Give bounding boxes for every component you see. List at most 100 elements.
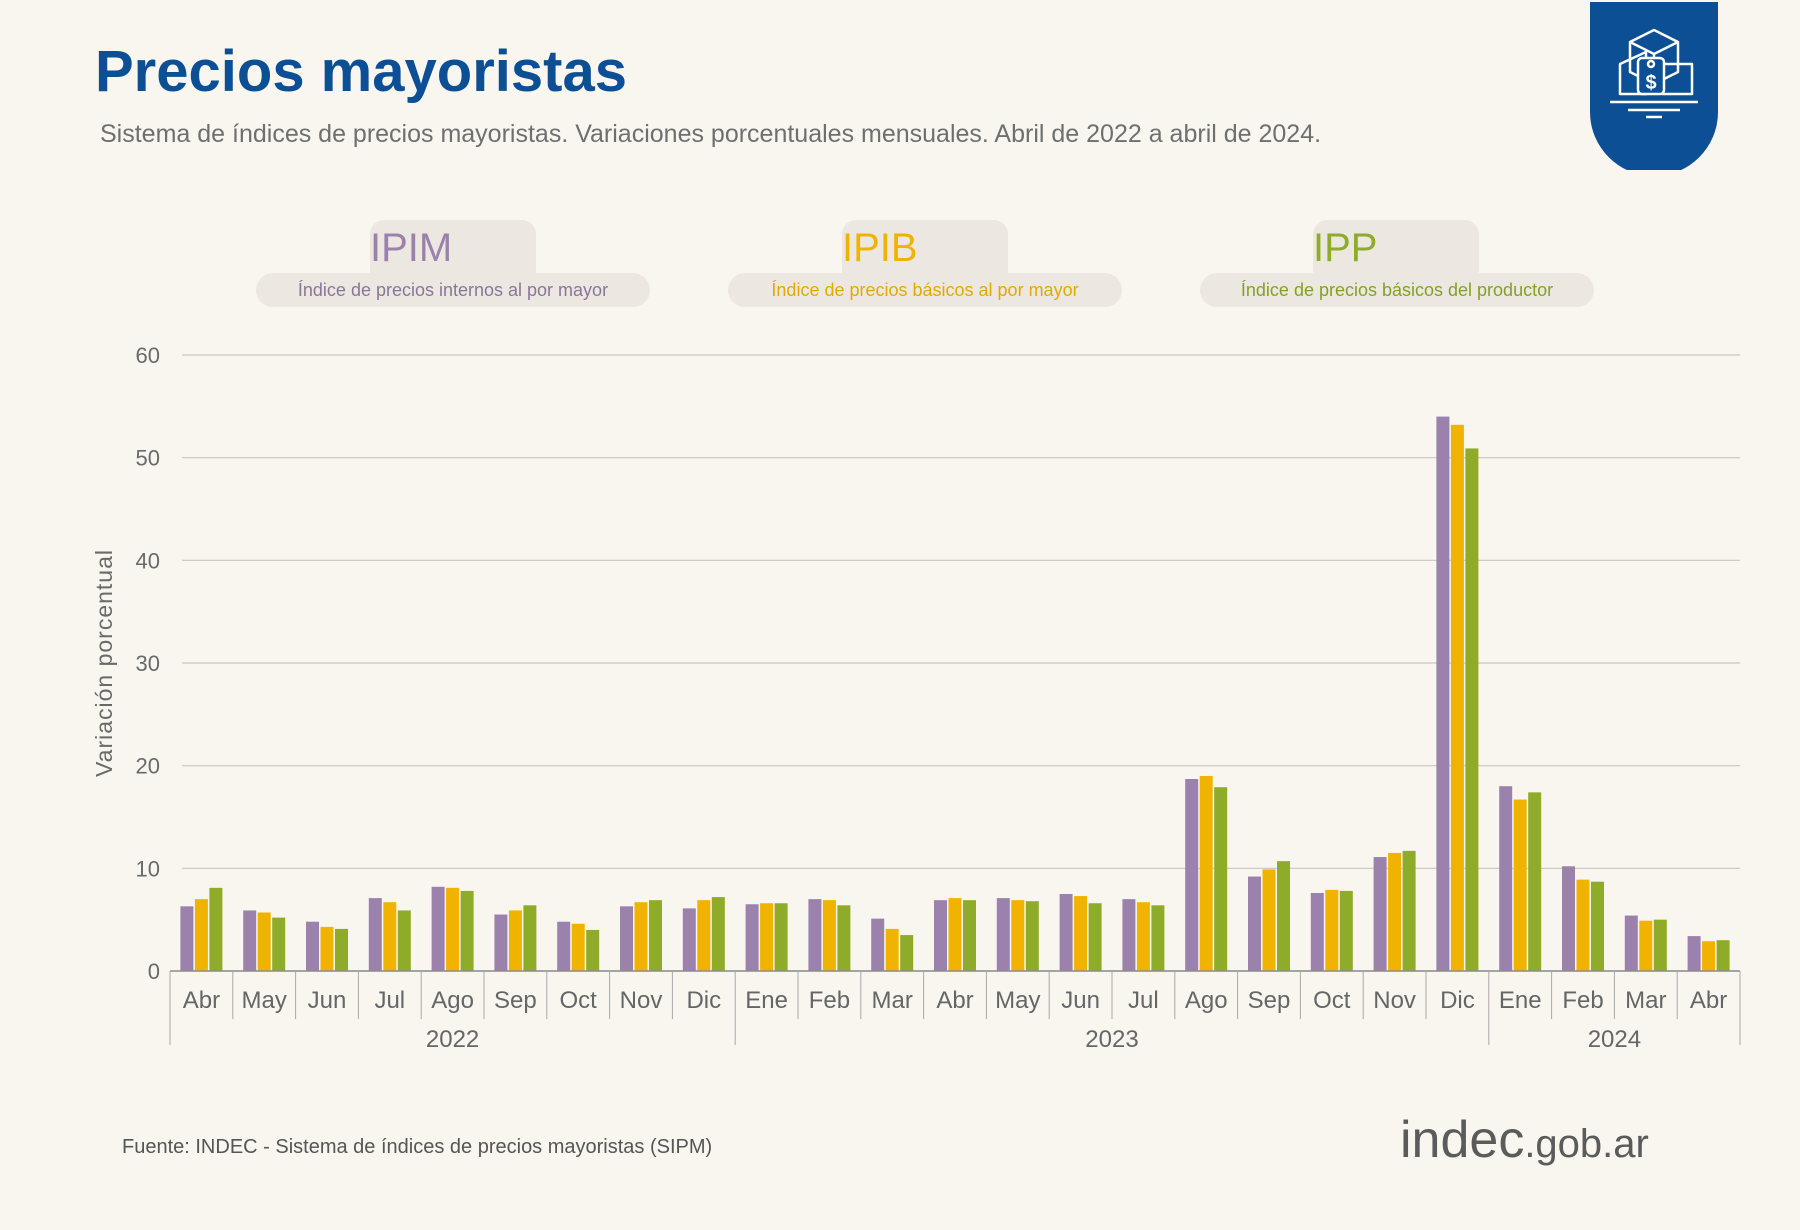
bar-ipim bbox=[306, 921, 319, 971]
x-tick-label: Jun bbox=[1061, 987, 1100, 1014]
bar-ipp bbox=[523, 905, 537, 971]
bar-ipim bbox=[1122, 899, 1136, 971]
bar-ipp bbox=[1025, 901, 1039, 971]
bar-ipib bbox=[1262, 869, 1276, 971]
x-tick-label: Ene bbox=[745, 987, 788, 1014]
y-tick-label: 10 bbox=[136, 856, 160, 881]
bar-ipim bbox=[1624, 915, 1638, 971]
bar-ipib bbox=[822, 900, 836, 971]
bar-ipim bbox=[1562, 866, 1575, 971]
bar-ipim bbox=[1310, 892, 1324, 971]
bar-ipib bbox=[885, 928, 899, 971]
bar-ipib bbox=[634, 902, 648, 971]
bar-ipp bbox=[272, 917, 286, 971]
bar-ipib bbox=[257, 912, 271, 971]
logo-suffix: .gob.ar bbox=[1524, 1122, 1649, 1166]
bar-ipim bbox=[1687, 936, 1701, 971]
x-tick-label: Ago bbox=[431, 987, 474, 1014]
legend-ipp-description: Índice de precios básicos del productor bbox=[1200, 273, 1594, 307]
bar-ipp bbox=[335, 928, 348, 971]
bar-ipim bbox=[557, 921, 571, 971]
bar-ipim bbox=[1059, 894, 1073, 971]
bar-ipim bbox=[996, 898, 1010, 971]
x-tick-label: Dic bbox=[1440, 987, 1475, 1014]
year-label: 2022 bbox=[426, 1026, 479, 1053]
bar-ipp bbox=[711, 897, 725, 971]
bar-ipib bbox=[320, 926, 334, 971]
svg-text:$: $ bbox=[1645, 72, 1656, 94]
bar-ipib bbox=[571, 923, 585, 971]
bar-ipim bbox=[494, 914, 508, 971]
price-tag-icon: $ bbox=[1590, 2, 1718, 170]
bar-ipib bbox=[508, 910, 522, 971]
legend-ipp-code: IPP bbox=[1313, 220, 1479, 276]
bar-ipim bbox=[871, 918, 885, 971]
bar-ipp bbox=[837, 905, 851, 971]
bar-ipib bbox=[1136, 902, 1150, 971]
bar-ipim bbox=[1248, 876, 1261, 971]
y-tick-label: 30 bbox=[136, 651, 160, 676]
source-note: Fuente: INDEC - Sistema de índices de pr… bbox=[122, 1136, 713, 1158]
year-label: 2023 bbox=[1085, 1026, 1138, 1053]
x-tick-label: Nov bbox=[620, 987, 663, 1014]
bar-ipib bbox=[1074, 896, 1088, 971]
bar-ipim bbox=[1373, 857, 1387, 971]
x-tick-label: Ago bbox=[1185, 987, 1228, 1014]
bar-ipp bbox=[1402, 850, 1416, 971]
bar-ipib bbox=[1576, 879, 1590, 971]
bar-ipp bbox=[1653, 919, 1667, 971]
bar-ipib bbox=[1011, 900, 1025, 971]
legend-ipib-code: IPIB bbox=[842, 220, 1008, 276]
x-tick-label: Oct bbox=[1313, 987, 1351, 1014]
x-tick-label: Dic bbox=[686, 987, 721, 1014]
bar-ipib bbox=[383, 902, 397, 971]
page-subtitle: Sistema de índices de precios mayoristas… bbox=[100, 120, 1322, 148]
x-tick-label: Mar bbox=[1625, 987, 1666, 1014]
bar-ipp bbox=[963, 900, 976, 971]
x-tick-label: Abr bbox=[183, 987, 220, 1014]
x-tick-label: Ene bbox=[1499, 987, 1542, 1014]
x-tick-label: Feb bbox=[809, 987, 850, 1014]
bar-ipp bbox=[1591, 881, 1604, 971]
bar-ipib bbox=[1199, 775, 1213, 971]
bar-ipim bbox=[620, 906, 633, 971]
y-tick-label: 0 bbox=[148, 959, 160, 984]
bar-ipim bbox=[180, 906, 194, 971]
bar-ipim bbox=[934, 900, 947, 971]
x-tick-label: May bbox=[995, 987, 1040, 1014]
bar-ipib bbox=[760, 903, 774, 971]
bar-ipib bbox=[1325, 889, 1339, 971]
bar-ipp bbox=[649, 900, 662, 971]
x-tick-label: Oct bbox=[560, 987, 598, 1014]
bar-ipp bbox=[1214, 787, 1228, 971]
bar-ipib bbox=[1513, 799, 1527, 971]
y-tick-label: 60 bbox=[136, 343, 160, 368]
x-tick-label: Mar bbox=[872, 987, 913, 1014]
bar-ipib bbox=[1639, 920, 1653, 971]
bar-ipib bbox=[194, 899, 208, 971]
legend-ipim-code: IPIM bbox=[370, 220, 536, 276]
x-tick-label: Feb bbox=[1562, 987, 1603, 1014]
bar-ipp bbox=[586, 929, 600, 971]
x-tick-label: May bbox=[242, 987, 287, 1014]
x-tick-label: Jul bbox=[1128, 987, 1159, 1014]
logo-main: indec bbox=[1400, 1111, 1525, 1169]
bar-ipim bbox=[1499, 786, 1513, 971]
bar-ipib bbox=[1702, 941, 1716, 971]
bar-ipim bbox=[682, 908, 696, 971]
bar-ipp bbox=[1528, 792, 1542, 971]
indec-logo: indec.gob.ar bbox=[1400, 1110, 1649, 1170]
bar-ipp bbox=[774, 903, 788, 971]
bar-ipim bbox=[431, 886, 445, 971]
page-title: Precios mayoristas bbox=[95, 39, 627, 104]
x-tick-label: Sep bbox=[494, 987, 537, 1014]
bar-ipp bbox=[209, 887, 223, 971]
bar-ipp bbox=[1151, 905, 1165, 971]
bar-ipim bbox=[1436, 416, 1450, 972]
bar-ipib bbox=[948, 898, 962, 971]
bar-ipp bbox=[1088, 903, 1102, 971]
y-tick-label: 50 bbox=[136, 446, 160, 471]
legend-ipib-description: Índice de precios básicos al por mayor bbox=[728, 273, 1122, 307]
bar-ipib bbox=[446, 887, 460, 971]
bar-ipim bbox=[368, 898, 382, 971]
